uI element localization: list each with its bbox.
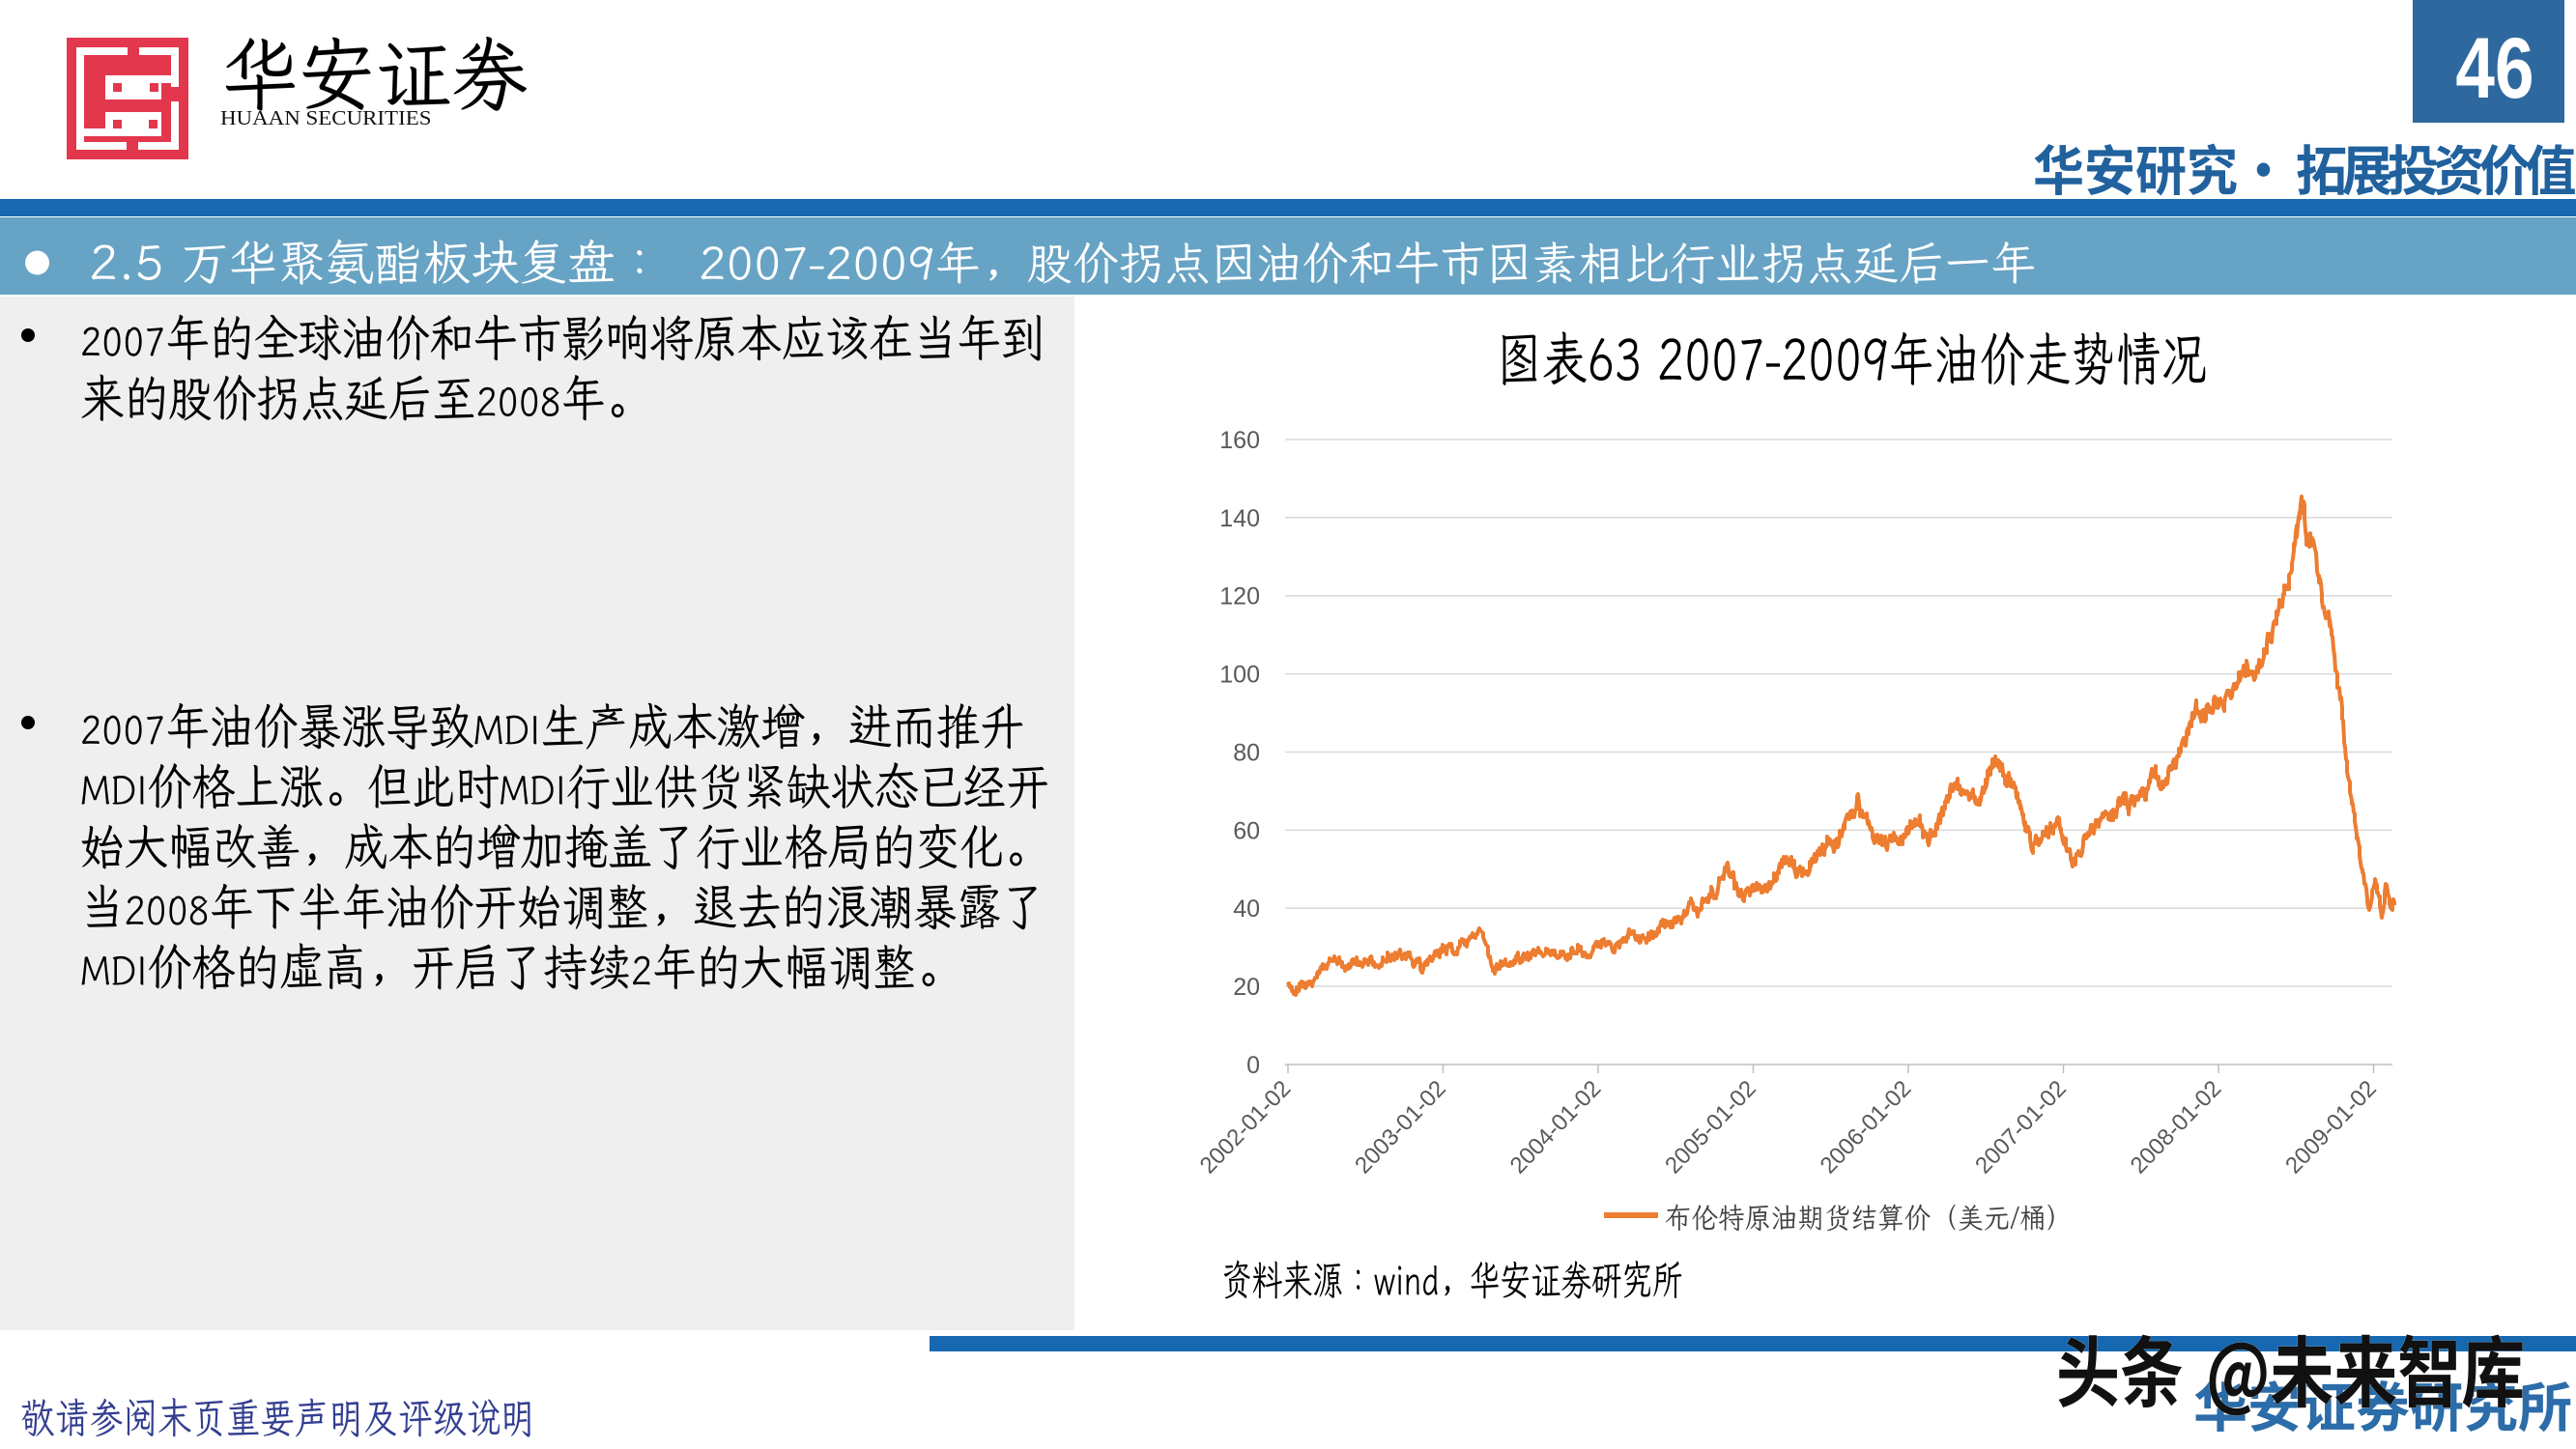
svg-text:60: 60 xyxy=(1233,817,1260,844)
svg-text:40: 40 xyxy=(1233,895,1260,923)
svg-text:HUAAN SECURITIES: HUAAN SECURITIES xyxy=(220,106,431,129)
svg-text:160: 160 xyxy=(1219,427,1260,454)
svg-text:46: 46 xyxy=(2455,20,2533,117)
svg-text:0: 0 xyxy=(1246,1052,1260,1079)
svg-text:120: 120 xyxy=(1219,583,1260,611)
svg-text:20: 20 xyxy=(1233,974,1260,1001)
svg-text:100: 100 xyxy=(1219,662,1260,689)
svg-text:80: 80 xyxy=(1233,740,1260,767)
svg-text:140: 140 xyxy=(1219,505,1260,532)
